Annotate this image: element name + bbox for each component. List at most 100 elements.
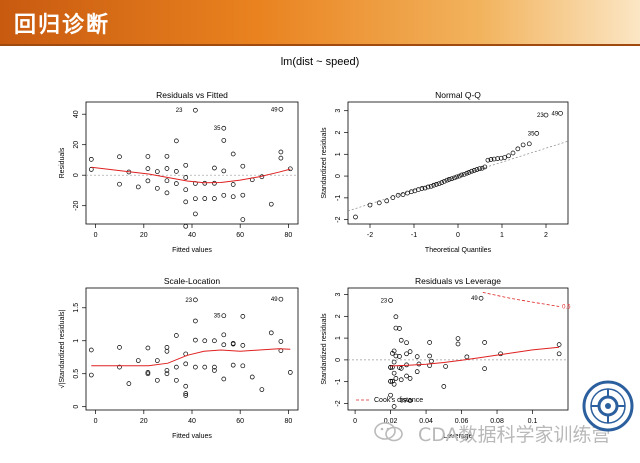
point-label: 35 [214, 314, 221, 320]
plot-frame [85, 101, 299, 225]
data-point [471, 168, 477, 173]
data-point [183, 391, 189, 396]
data-point [164, 178, 170, 184]
data-point [398, 377, 404, 383]
data-point [173, 169, 179, 174]
slide-title: 回归诊断 [14, 13, 111, 38]
watermark-text: CDA数据科学家训练营 [418, 424, 611, 446]
data-point [230, 151, 236, 157]
y-axis-label: Standardized residuals [321, 313, 328, 385]
slide-header: 回归诊断 [0, 0, 640, 44]
data-point [183, 199, 189, 205]
data-point [117, 364, 122, 370]
x-tick-label: 0 [94, 232, 98, 239]
data-point [249, 374, 255, 380]
data-point [427, 353, 432, 359]
data-point [230, 182, 236, 187]
y-tick-label: 0 [73, 173, 80, 177]
point-label: 49 [552, 111, 559, 117]
data-point [240, 314, 246, 319]
x-tick-label: 60 [236, 232, 244, 239]
data-point [455, 341, 461, 347]
x-tick-label: 2 [544, 232, 548, 239]
data-point [556, 342, 562, 347]
data-point [391, 359, 397, 365]
data-point [183, 361, 189, 367]
data-point [88, 372, 94, 378]
data-point [442, 178, 447, 184]
data-point [543, 112, 549, 118]
data-point [419, 186, 425, 191]
data-point [428, 183, 434, 189]
data-point [391, 404, 397, 409]
data-point [193, 211, 198, 217]
plot-frame [85, 287, 299, 411]
y-tick-label: -2 [335, 216, 342, 222]
x-tick-label: 0 [353, 418, 357, 425]
data-point [388, 392, 393, 398]
data-point [145, 166, 151, 171]
y-tick-label: -1 [335, 378, 342, 384]
data-point [212, 338, 217, 344]
data-point [164, 348, 170, 354]
data-point [193, 107, 198, 113]
point-label: 23 [185, 298, 192, 304]
x-tick-label: 80 [284, 418, 292, 425]
data-point [534, 131, 540, 136]
data-point [482, 340, 487, 345]
data-point [221, 192, 227, 198]
data-point [154, 185, 160, 191]
data-point [510, 150, 516, 156]
data-point [479, 165, 485, 171]
data-point [135, 358, 141, 363]
data-point [154, 358, 160, 363]
x-tick-label: 0.06 [455, 418, 469, 425]
data-point [212, 165, 217, 171]
data-point [193, 196, 198, 202]
data-point [431, 182, 437, 188]
data-point [446, 176, 452, 182]
data-point [414, 369, 420, 375]
panel-3: Scale-Location Fitted values √|Standardize… [58, 276, 299, 440]
data-point [278, 149, 284, 155]
data-point [145, 345, 151, 351]
data-point [212, 180, 217, 186]
data-point [482, 164, 488, 170]
panels: Residuals vs Fitted Fitted values Residual… [58, 90, 571, 440]
point-label: 23 [537, 113, 544, 119]
data-point [416, 361, 422, 367]
point-label: 23 [176, 108, 183, 114]
header-divider [0, 44, 640, 46]
data-point [393, 376, 399, 381]
x-axis-label: Theoretical Quantiles [425, 247, 492, 254]
data-point [464, 170, 470, 176]
y-tick-label: 40 [73, 110, 80, 118]
data-point [221, 342, 227, 348]
data-point [488, 157, 494, 162]
x-axis-label: Fitted values [172, 247, 212, 254]
x-tick-label: -2 [367, 232, 373, 239]
data-point [434, 182, 439, 187]
data-point [397, 354, 402, 359]
y-tick-label: -2 [335, 400, 342, 406]
data-point [212, 364, 217, 370]
data-point [183, 393, 189, 398]
data-point [268, 201, 274, 207]
y-tick-label: 3 [335, 292, 342, 296]
data-point [164, 190, 170, 196]
x-tick-label: 0 [94, 418, 98, 425]
data-point [407, 398, 413, 403]
data-point [164, 166, 170, 171]
data-point [405, 190, 410, 196]
data-point [173, 364, 179, 370]
point-label: 23 [381, 298, 388, 304]
data-point [464, 354, 470, 360]
data-point [391, 370, 397, 376]
data-point [230, 362, 236, 368]
x-tick-label: -1 [411, 232, 417, 239]
data-point [278, 339, 284, 344]
data-point [502, 155, 507, 160]
data-point [135, 184, 141, 190]
data-point [193, 318, 198, 324]
